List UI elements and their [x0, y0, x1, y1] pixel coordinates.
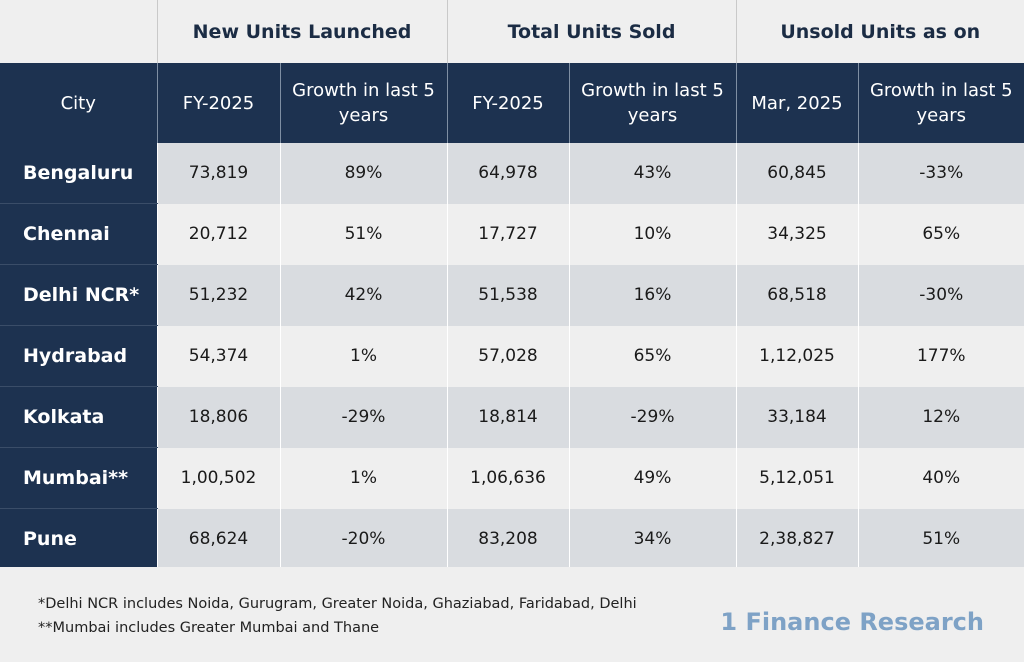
sold-cell: 64,978 [446, 143, 569, 204]
sold-cell: 51,538 [446, 264, 569, 326]
launched-growth-cell: -20% [279, 508, 447, 570]
column-header-sold-growth: Growth in last 5 years [568, 63, 737, 143]
sold-growth-cell: 10% [568, 203, 737, 265]
table-row: Bengaluru 73,819 89% 64,978 43% 60,845 -… [0, 143, 1024, 204]
unsold-cell: 5,12,051 [735, 447, 859, 509]
sold-growth-cell: 65% [568, 325, 737, 387]
sold-cell: 1,06,636 [446, 447, 569, 509]
sold-growth-cell: 16% [568, 264, 737, 326]
sold-cell: 83,208 [446, 508, 569, 570]
unsold-cell: 34,325 [735, 203, 859, 265]
group-header-launched: New Units Launched [156, 0, 447, 63]
unsold-growth-cell: -33% [857, 143, 1024, 204]
sold-growth-cell: -29% [568, 386, 737, 448]
launched-growth-cell: -29% [279, 386, 447, 448]
sold-growth-cell: 34% [568, 508, 737, 570]
group-header-sold: Total Units Sold [446, 0, 737, 63]
table-row: Mumbai** 1,00,502 1% 1,06,636 49% 5,12,0… [0, 447, 1024, 509]
unsold-cell: 33,184 [735, 386, 859, 448]
launched-cell: 18,806 [156, 386, 280, 448]
sold-cell: 18,814 [446, 386, 569, 448]
city-cell: Hydrabad [0, 325, 157, 387]
launched-cell: 54,374 [156, 325, 280, 387]
unsold-growth-cell: 65% [857, 203, 1024, 265]
table-row: Hydrabad 54,374 1% 57,028 65% 1,12,025 1… [0, 325, 1024, 387]
footer: *Delhi NCR includes Noida, Gurugram, Gre… [0, 567, 1024, 662]
column-header-unsold-date: Mar, 2025 [735, 63, 859, 143]
launched-cell: 51,232 [156, 264, 280, 326]
sold-growth-cell: 43% [568, 143, 737, 204]
sold-growth-cell: 49% [568, 447, 737, 509]
unsold-cell: 60,845 [735, 143, 859, 204]
unsold-cell: 2,38,827 [735, 508, 859, 570]
column-header-launched-growth: Growth in last 5 years [279, 63, 447, 143]
launched-cell: 73,819 [156, 143, 280, 204]
city-cell: Delhi NCR* [0, 264, 157, 326]
group-header-row: New Units Launched Total Units Sold Unso… [0, 0, 1024, 63]
column-header-city: City [0, 63, 157, 143]
launched-growth-cell: 51% [279, 203, 447, 265]
sold-cell: 57,028 [446, 325, 569, 387]
units-table: New Units Launched Total Units Sold Unso… [0, 0, 1024, 570]
group-header-blank [0, 0, 157, 63]
city-cell: Mumbai** [0, 447, 157, 509]
sold-cell: 17,727 [446, 203, 569, 265]
footnote-delhi-ncr: *Delhi NCR includes Noida, Gurugram, Gre… [38, 596, 637, 612]
table-row: Kolkata 18,806 -29% 18,814 -29% 33,184 1… [0, 386, 1024, 448]
unsold-growth-cell: 51% [857, 508, 1024, 570]
column-header-unsold-growth: Growth in last 5 years [857, 63, 1024, 143]
launched-growth-cell: 1% [279, 447, 447, 509]
unsold-growth-cell: 40% [857, 447, 1024, 509]
launched-cell: 68,624 [156, 508, 280, 570]
city-cell: Bengaluru [0, 143, 157, 204]
launched-growth-cell: 42% [279, 264, 447, 326]
city-cell: Pune [0, 508, 157, 570]
footnote-mumbai: **Mumbai includes Greater Mumbai and Tha… [38, 620, 380, 636]
city-cell: Kolkata [0, 386, 157, 448]
table-row: Chennai 20,712 51% 17,727 10% 34,325 65% [0, 203, 1024, 265]
group-header-unsold: Unsold Units as on [735, 0, 1024, 63]
brand-logo-text: 1 Finance Research [720, 608, 984, 636]
unsold-growth-cell: -30% [857, 264, 1024, 326]
launched-growth-cell: 1% [279, 325, 447, 387]
launched-cell: 20,712 [156, 203, 280, 265]
column-header-sold-fy: FY-2025 [446, 63, 569, 143]
unsold-cell: 68,518 [735, 264, 859, 326]
city-cell: Chennai [0, 203, 157, 265]
table-row: Delhi NCR* 51,232 42% 51,538 16% 68,518 … [0, 264, 1024, 326]
column-header-launched-fy: FY-2025 [156, 63, 280, 143]
unsold-growth-cell: 12% [857, 386, 1024, 448]
column-header-row: City FY-2025 Growth in last 5 years FY-2… [0, 63, 1024, 143]
unsold-cell: 1,12,025 [735, 325, 859, 387]
unsold-growth-cell: 177% [857, 325, 1024, 387]
table-row: Pune 68,624 -20% 83,208 34% 2,38,827 51% [0, 508, 1024, 570]
launched-cell: 1,00,502 [156, 447, 280, 509]
launched-growth-cell: 89% [279, 143, 447, 204]
